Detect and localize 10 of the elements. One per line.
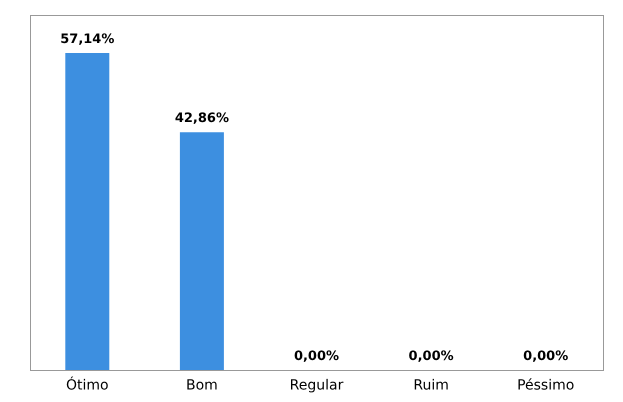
data-label: 57,14% <box>60 32 114 48</box>
data-label: 42,86% <box>174 111 229 126</box>
data-label: 0,00% <box>408 349 454 364</box>
data-label: 0,00% <box>294 349 340 364</box>
x-tick-label: Regular <box>290 378 344 394</box>
x-tick-label: Ruim <box>413 378 449 394</box>
x-tick-label: Péssimo <box>517 378 574 394</box>
x-tick-label: Ótimo <box>66 376 109 394</box>
data-label: 0,00% <box>523 349 568 364</box>
x-tick-label: Bom <box>186 378 218 394</box>
